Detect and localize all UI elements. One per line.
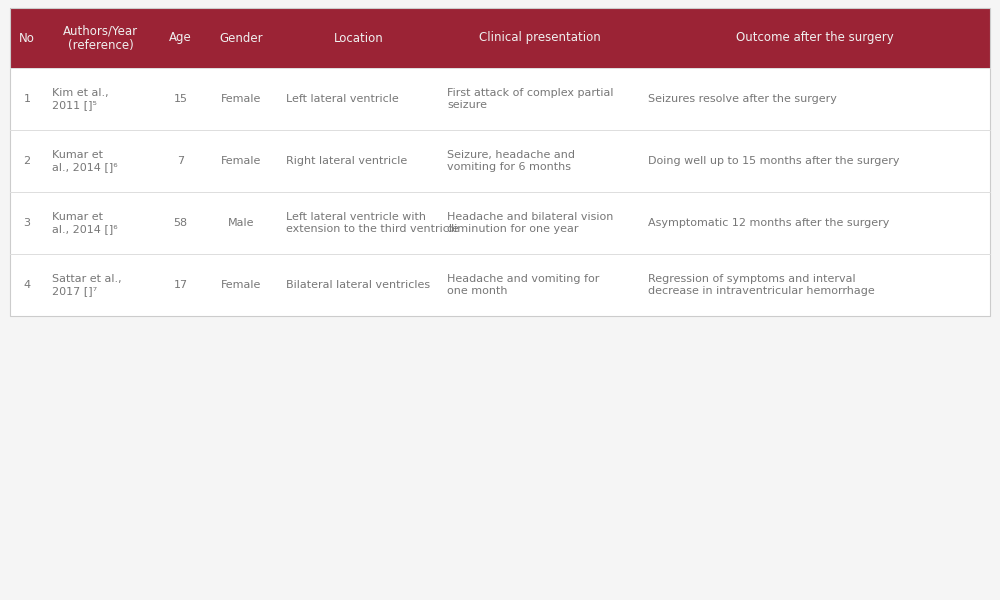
Text: 2: 2 (24, 156, 31, 166)
Text: 58: 58 (173, 218, 188, 228)
Text: Kim et al.,
2011 []⁵: Kim et al., 2011 []⁵ (52, 88, 109, 110)
Text: Female: Female (221, 280, 261, 290)
Text: 7: 7 (177, 156, 184, 166)
Bar (10, 8, 990, 68)
Text: Gender: Gender (219, 31, 263, 44)
Text: Regression of symptoms and interval
decrease in intraventricular hemorrhage: Regression of symptoms and interval decr… (648, 274, 875, 296)
Bar (10, 68, 990, 316)
Text: Sattar et al.,
2017 []⁷: Sattar et al., 2017 []⁷ (52, 274, 122, 296)
Text: Authors/Year
(reference): Authors/Year (reference) (63, 24, 138, 52)
Text: No: No (19, 31, 35, 44)
Text: Location: Location (334, 31, 383, 44)
Text: Female: Female (221, 94, 261, 104)
Text: 15: 15 (174, 94, 188, 104)
Text: Male: Male (228, 218, 254, 228)
Text: Female: Female (221, 156, 261, 166)
Text: First attack of complex partial
seizure: First attack of complex partial seizure (447, 88, 614, 110)
Text: Clinical presentation: Clinical presentation (479, 31, 601, 44)
Text: Left lateral ventricle with
extension to the third ventricle: Left lateral ventricle with extension to… (286, 212, 458, 234)
Text: Bilateral lateral ventricles: Bilateral lateral ventricles (286, 280, 430, 290)
Text: 4: 4 (24, 280, 31, 290)
Text: Seizures resolve after the surgery: Seizures resolve after the surgery (648, 94, 837, 104)
Text: Right lateral ventricle: Right lateral ventricle (286, 156, 407, 166)
Text: Left lateral ventricle: Left lateral ventricle (286, 94, 398, 104)
Text: Outcome after the surgery: Outcome after the surgery (736, 31, 894, 44)
Text: Kumar et
al., 2014 []⁶: Kumar et al., 2014 []⁶ (52, 212, 118, 234)
Text: 3: 3 (24, 218, 31, 228)
Text: Doing well up to 15 months after the surgery: Doing well up to 15 months after the sur… (648, 156, 900, 166)
Text: Headache and vomiting for
one month: Headache and vomiting for one month (447, 274, 600, 296)
Text: Seizure, headache and
vomiting for 6 months: Seizure, headache and vomiting for 6 mon… (447, 150, 575, 172)
Bar (10, 8, 990, 316)
Text: Headache and bilateral vision
diminution for one year: Headache and bilateral vision diminution… (447, 212, 614, 234)
Text: 1: 1 (24, 94, 31, 104)
Text: Asymptomatic 12 months after the surgery: Asymptomatic 12 months after the surgery (648, 218, 890, 228)
Text: Kumar et
al., 2014 []⁶: Kumar et al., 2014 []⁶ (52, 150, 118, 172)
Text: 17: 17 (173, 280, 188, 290)
Text: Age: Age (169, 31, 192, 44)
